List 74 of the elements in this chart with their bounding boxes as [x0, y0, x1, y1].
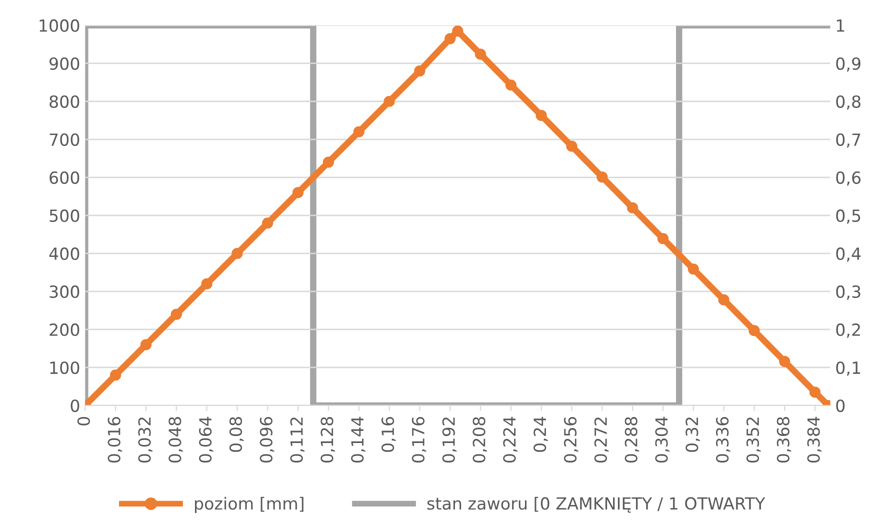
x-tick-label: 0,384 — [807, 416, 822, 463]
point — [201, 278, 212, 290]
y2-tick-label: 0,8 — [836, 95, 860, 110]
x-tick-label: 0,336 — [716, 416, 730, 463]
point — [444, 33, 456, 44]
y-tick-label: 700 — [50, 133, 80, 146]
point — [322, 156, 334, 168]
x-tick-label: 0,272 — [594, 418, 609, 463]
point — [140, 339, 152, 350]
y-tick-label: 1000 — [40, 19, 80, 32]
x-tick-label: 0,256 — [564, 416, 578, 463]
x-tick-label: 0,112 — [290, 418, 305, 463]
y-tick-label: 400 — [49, 247, 80, 260]
legend-label: stan zaworu [0 ZAMKNIĘTY / 1 OTWARTY — [427, 496, 766, 513]
y-tick-label: 600 — [50, 171, 80, 184]
point — [505, 79, 516, 91]
point — [474, 48, 486, 60]
y2-tick-label: 0,6 — [836, 171, 861, 186]
y-tick-label: 200 — [50, 323, 80, 336]
x-tick-label: 0,208 — [472, 417, 488, 463]
x-tick-label: 0,08 — [229, 417, 244, 452]
x-tick-label: 0,192 — [442, 418, 457, 463]
point — [566, 140, 578, 152]
point — [353, 126, 364, 138]
y2-tick-label: 1 — [836, 20, 844, 32]
point — [170, 308, 182, 320]
point — [262, 217, 274, 229]
point — [536, 110, 547, 121]
y-tick-label: 300 — [50, 285, 80, 298]
x-tick-label: 0,144 — [351, 416, 366, 463]
point — [292, 187, 304, 198]
y-tick-label: 500 — [50, 209, 80, 222]
x-tick-label: 0,096 — [260, 416, 274, 463]
x-tick-label: 0 — [77, 417, 90, 426]
y2-tick-label: 0,2 — [836, 323, 860, 338]
point — [414, 65, 426, 77]
point — [688, 263, 699, 275]
y2-tick-label: 0,4 — [836, 247, 861, 262]
x-tick-label: 0,16 — [381, 416, 396, 452]
point — [718, 294, 730, 306]
y2-tick-label: 0,5 — [836, 209, 860, 224]
point — [384, 96, 395, 107]
point — [657, 233, 669, 244]
x-tick-label: 0,368 — [776, 417, 792, 463]
y-tick-label: 900 — [50, 57, 80, 70]
point — [779, 356, 790, 367]
y2-tick-label: 0,7 — [836, 133, 860, 148]
x-tick-label: 0,032 — [138, 418, 153, 463]
point — [596, 171, 608, 183]
x-tick-label: 0,352 — [746, 418, 761, 463]
legend-label: poziom [mm] — [194, 496, 304, 513]
point — [627, 202, 638, 214]
x-tick-label: 0,048 — [168, 417, 183, 463]
point — [809, 386, 821, 398]
x-tick-label: 0,128 — [320, 417, 335, 463]
point — [748, 325, 760, 336]
x-tick-label: 0,288 — [624, 417, 640, 463]
point — [452, 25, 464, 37]
y-tick-label: 800 — [50, 95, 80, 108]
x-tick-label: 0,24 — [534, 416, 548, 452]
x-tick-label: 0,304 — [655, 416, 670, 463]
y2-tick-label: 0,3 — [836, 285, 860, 300]
y-tick-label: 0 — [70, 399, 80, 412]
point — [232, 248, 243, 259]
x-tick-label: 0,016 — [108, 416, 122, 463]
y2-tick-label: 0 — [836, 399, 845, 412]
point — [110, 370, 122, 381]
y-tick-label: 100 — [50, 361, 80, 374]
x-tick-label: 0,064 — [199, 416, 214, 463]
x-tick-label: 0,224 — [503, 416, 518, 463]
y2-tick-label: 0,1 — [836, 361, 860, 376]
x-tick-label: 0,176 — [412, 416, 426, 463]
y2-tick-label: 0,9 — [836, 57, 860, 72]
x-tick-label: 0,32 — [686, 418, 700, 452]
